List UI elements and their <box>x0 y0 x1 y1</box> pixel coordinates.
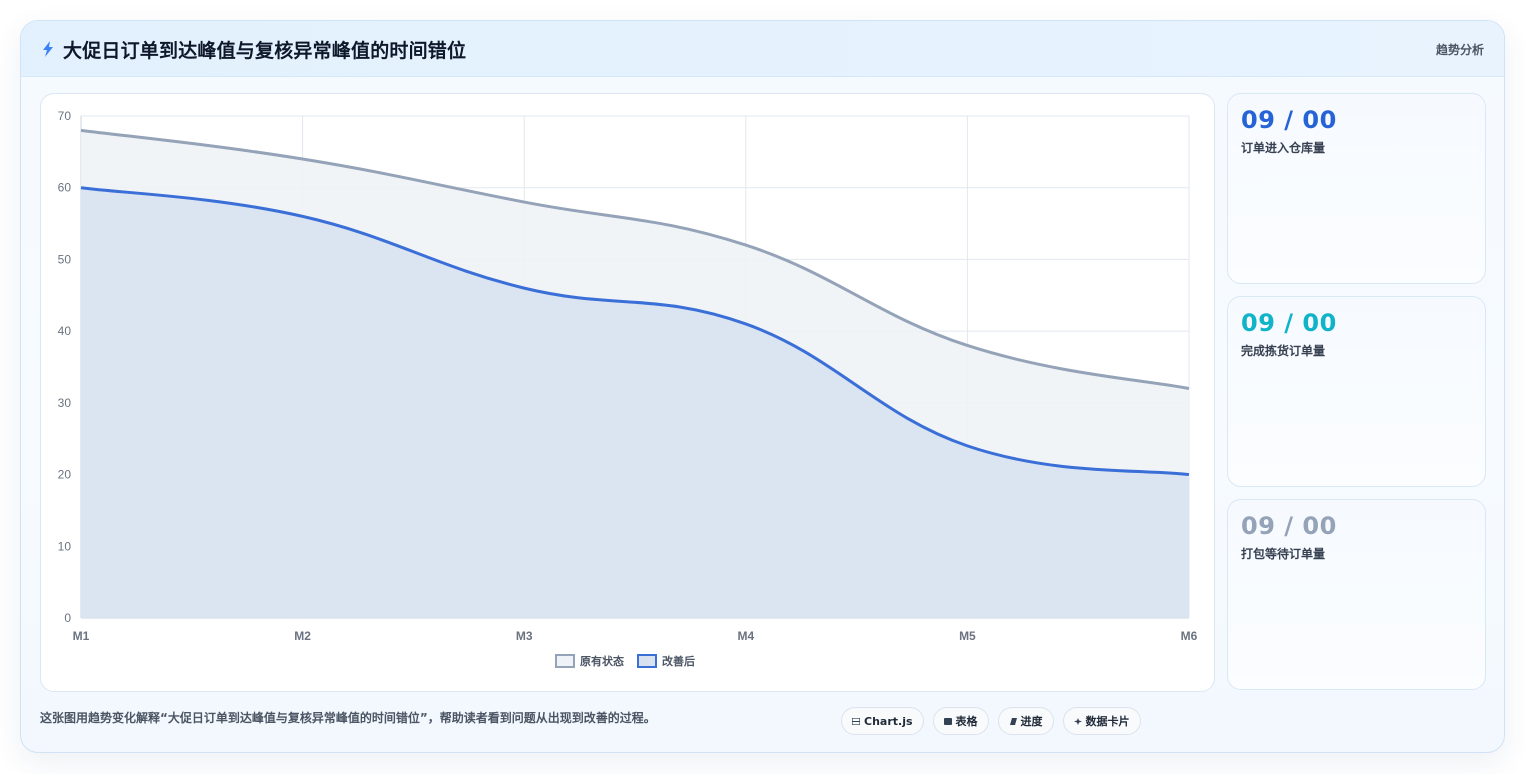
x-tick-label: M2 <box>294 629 311 643</box>
y-tick-label: 40 <box>58 324 72 338</box>
kpi-value: 09 / 00 <box>1241 106 1337 134</box>
sparkle-icon <box>1073 717 1082 725</box>
kpi-card-packing: 09 / 00 打包等待订单量 <box>1227 499 1486 690</box>
chart-icon <box>852 717 860 725</box>
table-icon <box>943 717 952 725</box>
chip-data-card[interactable]: 数据卡片 <box>1062 707 1141 735</box>
legend-swatch <box>555 654 575 668</box>
y-tick-label: 20 <box>58 468 72 482</box>
kpi-label: 完成拣货订单量 <box>1241 344 1326 358</box>
trend-analysis-tag[interactable]: 趋势分析 <box>1435 43 1484 57</box>
x-tick-label: M6 <box>1181 629 1198 643</box>
kpi-value: 09 / 00 <box>1241 512 1337 540</box>
progress-icon <box>1009 717 1017 725</box>
main-card: 大促日订单到达峰值与复核异常峰值的时间错位 趋势分析 0 10 20 30 40 50 60… <box>20 20 1505 753</box>
kpi-card-inbound: 09 / 00 订单进入仓库量 <box>1227 93 1486 284</box>
chart-container: 0 10 20 30 40 50 60 70 M1 M2 M3 M4 M5 M6 原有状态 改善后 <box>40 93 1215 692</box>
y-tick-label: 70 <box>58 109 72 123</box>
kpi-card-picked: 09 / 00 完成拣货订单量 <box>1227 296 1486 487</box>
series-line-1 <box>80 128 1190 390</box>
card-header: 大促日订单到达峰值与复核异常峰值的时间错位 趋势分析 <box>21 21 1504 77</box>
chart-caption: 这张图用趋势变化解释“大促日订单到达峰值与复核异常峰值的时间错位”，帮助读者看到… <box>40 711 656 725</box>
chip-label: 表格 <box>955 715 978 728</box>
x-tick-label: M1 <box>73 629 90 643</box>
lightning-icon <box>43 41 53 57</box>
y-tick-label: 10 <box>58 539 72 553</box>
y-tick-label: 60 <box>58 181 72 195</box>
x-tick-label: M3 <box>516 629 533 643</box>
kpi-label: 订单进入仓库量 <box>1241 141 1326 155</box>
legend-label: 原有状态 <box>580 654 624 668</box>
chip-table[interactable]: 表格 <box>932 707 989 735</box>
legend-label: 改善后 <box>662 654 695 668</box>
chip-label: Chart.js <box>864 714 913 728</box>
kpi-label: 打包等待订单量 <box>1241 547 1326 561</box>
chip-chartjs[interactable]: Chart.js <box>841 707 924 735</box>
chip-progress[interactable]: 进度 <box>997 707 1054 735</box>
y-tick-label: 30 <box>58 396 72 410</box>
legend-swatch <box>637 654 657 668</box>
y-tick-label: 50 <box>58 252 72 266</box>
chip-label: 进度 <box>1020 715 1043 728</box>
page-title: 大促日订单到达峰值与复核异常峰值的时间错位 <box>63 40 467 62</box>
y-tick-label: 0 <box>64 611 71 625</box>
kpi-value: 09 / 00 <box>1241 309 1337 337</box>
series-area-2 <box>81 187 1189 618</box>
series-line-2 <box>80 186 1190 477</box>
x-tick-label: M4 <box>737 629 754 643</box>
feature-chips: Chart.js 表格 进度 数据卡片 <box>841 707 1141 735</box>
x-tick-label: M5 <box>959 629 976 643</box>
area-chart: 0 10 20 30 40 50 60 70 M1 M2 M3 M4 M5 M6 原有状态 改善后 <box>58 109 1198 668</box>
chip-label: 数据卡片 <box>1085 715 1130 728</box>
